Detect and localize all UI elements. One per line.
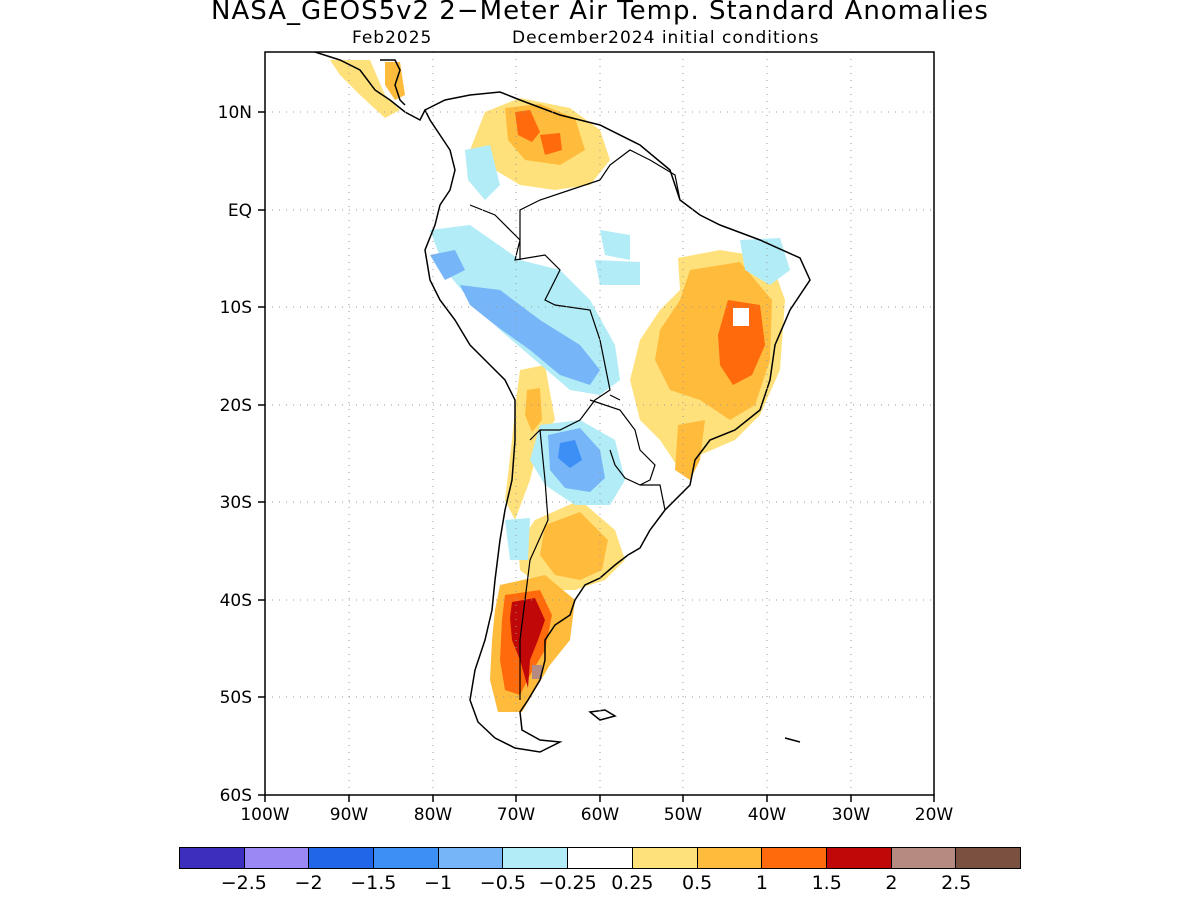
anomaly-region-central-america-2 bbox=[330, 60, 400, 118]
lon-label-90w: 90W bbox=[330, 805, 369, 825]
central-america-coastline bbox=[314, 52, 426, 122]
colorbar-label-0: −2.5 bbox=[220, 872, 267, 894]
colorbar-label-2: −1.5 bbox=[350, 872, 397, 894]
colorbar-swatch-11 bbox=[891, 848, 957, 868]
south-america-coastline bbox=[423, 91, 811, 753]
colorbar-swatch-5 bbox=[503, 848, 569, 868]
lat-label-eq: EQ bbox=[228, 201, 252, 221]
anomaly-region-central-argentina-1 bbox=[540, 512, 608, 580]
lon-label-20w: 20W bbox=[915, 805, 954, 825]
anomaly-region-venezuela-15 bbox=[515, 110, 562, 155]
colorbar-label-4: −0.5 bbox=[479, 872, 526, 894]
lat-label-30s: 30S bbox=[220, 493, 252, 513]
missing-data-cell bbox=[733, 308, 749, 326]
lon-label-80w: 80W bbox=[414, 805, 453, 825]
anomaly-region-ecuador-05 bbox=[430, 250, 465, 280]
colorbar bbox=[179, 847, 1021, 869]
colorbar-swatch-0 bbox=[180, 848, 245, 868]
coastlines bbox=[314, 52, 811, 753]
colorbar-label-6: 0.25 bbox=[611, 872, 654, 894]
lat-label-10s: 10S bbox=[220, 298, 252, 318]
lon-label-30w: 30W bbox=[832, 805, 871, 825]
colorbar-label-7: 0.5 bbox=[682, 872, 713, 894]
colorbar-swatch-10 bbox=[826, 848, 892, 868]
lat-label-40s: 40S bbox=[220, 591, 252, 611]
colorbar-label-8: 1 bbox=[755, 872, 768, 894]
anomaly-region-patagonia-2 bbox=[510, 598, 545, 688]
colorbar-label-5: −0.25 bbox=[538, 872, 597, 894]
colorbar-swatch-3 bbox=[374, 848, 439, 868]
colorbar-label-11: 2.5 bbox=[941, 872, 972, 894]
anomaly-region-ne-brazil-15 bbox=[718, 300, 765, 385]
lon-label-60w: 60W bbox=[581, 805, 620, 825]
forecast-month: Feb2025 bbox=[352, 28, 433, 48]
anomaly-region-andes-strip bbox=[505, 365, 555, 520]
lat-label-20s: 20S bbox=[220, 396, 252, 416]
colorbar-swatch-7 bbox=[632, 848, 698, 868]
colorbar-swatch-9 bbox=[762, 848, 827, 868]
colorbar-swatch-2 bbox=[309, 848, 375, 868]
colorbar-swatch-6 bbox=[568, 848, 633, 868]
lon-label-50w: 50W bbox=[664, 805, 703, 825]
anomaly-fields bbox=[330, 60, 790, 712]
anomaly-region-central-america bbox=[385, 62, 405, 100]
initial-conditions-label: December2024 initial conditions bbox=[512, 28, 820, 48]
colorbar-label-3: −1 bbox=[424, 872, 453, 894]
island-falklands bbox=[588, 709, 617, 721]
gridlines bbox=[265, 52, 934, 795]
colorbar-swatch-8 bbox=[697, 848, 763, 868]
anomaly-region-paraguay-1 bbox=[558, 440, 582, 468]
country-borders bbox=[469, 149, 681, 700]
anomaly-region-ne-brazil-1 bbox=[655, 262, 772, 420]
anomaly-region-southern-chile bbox=[505, 518, 530, 560]
axis-ticks bbox=[258, 111, 935, 802]
lon-label-70w: 70W bbox=[497, 805, 536, 825]
anomaly-region-patagonia-25 bbox=[532, 665, 542, 679]
anomaly-region-amazon bbox=[595, 230, 640, 285]
island-south-georgia bbox=[784, 737, 801, 743]
lat-label-10n: 10N bbox=[218, 103, 252, 123]
anomaly-region-colombia-cool bbox=[465, 145, 500, 200]
colorbar-label-9: 1.5 bbox=[811, 872, 842, 894]
lon-label-100w: 100W bbox=[240, 805, 289, 825]
colorbar-swatch-4 bbox=[438, 848, 504, 868]
colorbar-label-10: 2 bbox=[885, 872, 898, 894]
colorbar-swatch-1 bbox=[244, 848, 310, 868]
anomaly-region-se-brazil bbox=[675, 420, 705, 480]
colorbar-label-1: −2 bbox=[294, 872, 323, 894]
anomaly-region-ne-brazil-cool bbox=[740, 238, 790, 285]
colorbar-swatch-12 bbox=[956, 848, 1020, 868]
lat-label-50s: 50S bbox=[220, 688, 252, 708]
lon-label-40w: 40W bbox=[748, 805, 787, 825]
chart-title: NASA_GEOS5v2 2−Meter Air Temp. Standard … bbox=[211, 0, 989, 26]
lat-label-60s: 60S bbox=[220, 786, 252, 806]
anomaly-region-andes-strip-1 bbox=[525, 388, 542, 432]
anomaly-region-peru-05 bbox=[460, 285, 600, 385]
